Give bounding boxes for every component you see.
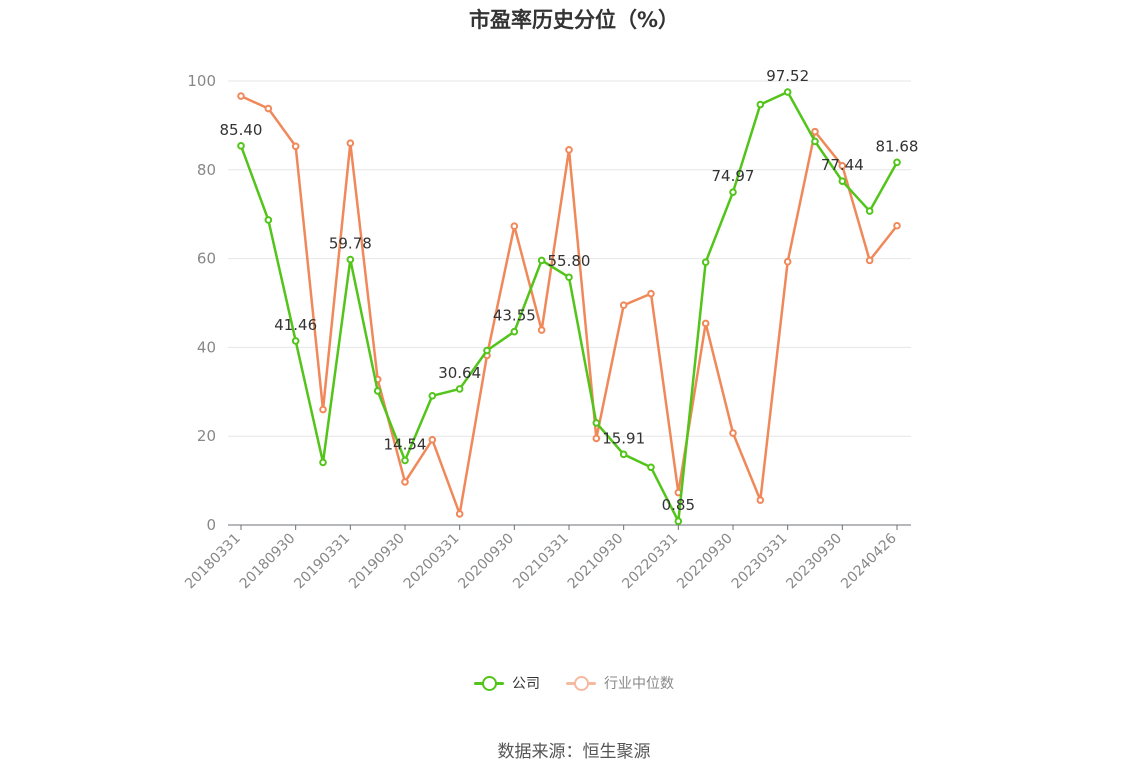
x-tick-label: 20220331 bbox=[619, 531, 681, 593]
data-point-industry-median bbox=[346, 139, 355, 147]
data-label: 15.91 bbox=[602, 429, 645, 447]
data-point-industry-median bbox=[319, 405, 327, 414]
y-tick-label: 20 bbox=[197, 427, 216, 445]
data-point-industry-median bbox=[291, 142, 300, 151]
x-tick-label: 20240426 bbox=[838, 530, 900, 592]
data-point-industry-median bbox=[647, 289, 655, 298]
legend-industry-label: 行业中位数 bbox=[604, 676, 674, 692]
data-point-industry-median bbox=[729, 429, 737, 437]
data-point-company bbox=[319, 458, 327, 467]
x-tick-label: 20200331 bbox=[401, 531, 463, 593]
x-tick-label: 20180331 bbox=[182, 531, 244, 593]
data-point-company bbox=[291, 337, 300, 345]
data-point-industry-median bbox=[510, 222, 519, 230]
data-point-industry-median bbox=[401, 478, 409, 486]
y-tick-label: 60 bbox=[197, 250, 216, 268]
data-point-company bbox=[838, 177, 847, 185]
legend-industry-swatch-icon bbox=[566, 674, 596, 692]
data-label: 0.85 bbox=[662, 496, 695, 514]
data-point-company bbox=[865, 207, 874, 215]
data-point-industry-median bbox=[865, 256, 874, 265]
data-point-company bbox=[783, 88, 792, 96]
x-tick-label: 20230930 bbox=[783, 531, 845, 593]
legend-company-swatch-icon bbox=[474, 674, 504, 692]
data-label: 30.64 bbox=[438, 364, 481, 382]
data-point-company bbox=[592, 419, 601, 427]
data-point-industry-median bbox=[537, 326, 546, 334]
data-label: 41.46 bbox=[274, 316, 317, 334]
data-point-company bbox=[756, 100, 765, 109]
x-tick-label: 20210930 bbox=[565, 531, 627, 593]
data-point-company bbox=[346, 255, 355, 264]
data-point-industry-median bbox=[893, 221, 901, 230]
data-label: 14.54 bbox=[384, 435, 427, 453]
data-point-company bbox=[701, 258, 710, 266]
data-point-company bbox=[647, 463, 655, 472]
legend: 公司 行业中位数 bbox=[0, 673, 1148, 693]
data-point-company bbox=[674, 517, 683, 526]
chart-title: 市盈率历史分位（%） bbox=[468, 8, 680, 32]
y-tick-label: 40 bbox=[197, 338, 216, 356]
x-tick-label: 20180930 bbox=[237, 531, 299, 593]
data-point-company bbox=[510, 327, 519, 336]
data-point-industry-median bbox=[592, 434, 601, 443]
data-label: 59.78 bbox=[329, 235, 372, 253]
series-line-industry-median bbox=[240, 94, 898, 516]
legend-company-label: 公司 bbox=[512, 676, 540, 692]
x-tick-label: 20210331 bbox=[510, 531, 572, 593]
source-note: 数据来源：恒生聚源 bbox=[497, 742, 651, 762]
data-label: 55.80 bbox=[548, 252, 591, 270]
data-point-industry-median bbox=[756, 496, 765, 504]
data-label: 85.40 bbox=[220, 121, 263, 139]
legend-item-company[interactable]: 公司 bbox=[474, 673, 540, 693]
data-label: 74.97 bbox=[712, 167, 755, 185]
y-tick-label: 80 bbox=[197, 161, 216, 179]
data-point-company bbox=[373, 387, 382, 395]
y-tick-label: 100 bbox=[187, 72, 216, 90]
x-tick-label: 20190930 bbox=[346, 531, 408, 593]
data-point-company bbox=[565, 273, 573, 282]
data-point-industry-median bbox=[428, 435, 437, 444]
y-tick-label: 0 bbox=[206, 516, 216, 534]
data-point-company bbox=[729, 188, 737, 196]
data-point-industry-median bbox=[783, 257, 792, 266]
data-point-company bbox=[483, 346, 491, 355]
data-point-industry-median bbox=[237, 92, 245, 100]
x-tick-label: 20190331 bbox=[291, 531, 353, 593]
chart-plot: 0 20 40 60 80 100 2018033120180930201903312019… bbox=[182, 67, 919, 593]
data-point-industry-median bbox=[565, 146, 573, 154]
data-point-company bbox=[264, 216, 273, 224]
data-point-company bbox=[455, 385, 464, 393]
data-point-company bbox=[811, 137, 819, 146]
data-point-company bbox=[401, 456, 409, 465]
data-point-company bbox=[537, 256, 546, 265]
x-tick-label: 20230331 bbox=[729, 531, 791, 593]
legend-item-industry-median[interactable]: 行业中位数 bbox=[566, 673, 674, 693]
x-tick-label: 20200930 bbox=[455, 531, 517, 593]
data-label: 81.68 bbox=[876, 137, 919, 155]
data-point-company bbox=[237, 142, 245, 150]
data-point-company bbox=[428, 391, 437, 400]
data-point-company bbox=[619, 450, 628, 459]
data-label: 97.52 bbox=[766, 67, 809, 85]
x-tick-label: 20220930 bbox=[674, 531, 736, 593]
data-point-industry-median bbox=[619, 301, 628, 310]
data-label: 43.55 bbox=[493, 307, 536, 325]
data-point-industry-median bbox=[264, 104, 273, 113]
data-label: 77.44 bbox=[821, 156, 864, 174]
data-point-company bbox=[893, 158, 901, 167]
data-point-industry-median bbox=[701, 319, 710, 328]
data-point-industry-median bbox=[455, 510, 464, 518]
data-point-industry-median bbox=[811, 127, 819, 136]
data-point-industry-median bbox=[838, 162, 847, 170]
